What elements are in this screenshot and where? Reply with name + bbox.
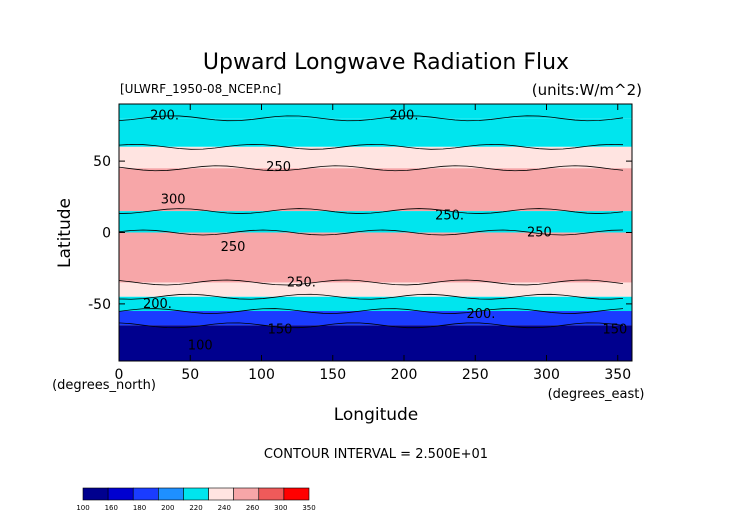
field-band-4 xyxy=(119,211,632,233)
y-unit-label: (degrees_north) xyxy=(52,378,156,393)
contour-label: 200. xyxy=(143,297,172,312)
contour-line xyxy=(119,115,624,122)
colorbar-swatch xyxy=(233,487,260,501)
x-tick-label: 50 xyxy=(181,367,199,383)
contour-label: 150 xyxy=(602,323,627,338)
colorbar-label: 160 xyxy=(105,504,118,512)
colorbar-swatch xyxy=(258,487,285,501)
contour-interval-label: CONTOUR INTERVAL = 2.500E+01 xyxy=(264,447,488,462)
field-band-0 xyxy=(119,104,632,119)
colorbar-swatch xyxy=(183,487,209,501)
colorbar-swatch xyxy=(132,487,159,501)
field-band-7 xyxy=(119,296,632,312)
field-band-2 xyxy=(119,146,632,169)
contour-label: 250 xyxy=(527,226,552,241)
x-tick-label: 100 xyxy=(248,367,275,383)
contour-line xyxy=(119,208,624,214)
contour-label: 200. xyxy=(466,307,495,322)
x-axis-ticks: 0 50 100 150 200 250 300 350 xyxy=(115,104,631,383)
colorbar-label: 220 xyxy=(189,504,202,512)
contour-line xyxy=(119,279,624,286)
colorbar-swatch xyxy=(82,487,109,501)
contour-line xyxy=(119,165,624,172)
contour-label: 250 xyxy=(266,160,291,175)
y-tick-label: 0 xyxy=(102,226,111,242)
colorbar-swatch xyxy=(158,487,184,501)
y-tick-label: 50 xyxy=(93,154,111,170)
contour-label: 250. xyxy=(435,208,464,223)
contour-label: 150 xyxy=(268,323,293,338)
y-tick-label: -50 xyxy=(88,297,111,313)
colorbar-label: 240 xyxy=(218,504,231,512)
colorbar-label: 180 xyxy=(133,504,146,512)
contour-line xyxy=(119,143,624,150)
colorbar-label: 300 xyxy=(274,504,287,512)
contour-line xyxy=(119,293,624,300)
contour-label: 250 xyxy=(221,240,246,255)
colorbar-label: 350 xyxy=(302,504,315,512)
units-label: (units:W/m^2) xyxy=(532,81,642,99)
contour-label: 100 xyxy=(188,338,213,353)
colorbar-swatch xyxy=(208,487,234,501)
x-tick-label: 200 xyxy=(391,367,418,383)
contour-line xyxy=(119,308,624,314)
contour-label: 200. xyxy=(390,108,419,123)
colorbar-label: 260 xyxy=(246,504,259,512)
field-band-6 xyxy=(119,282,632,297)
x-tick-label: 0 xyxy=(115,367,124,383)
contour-labels: 200. 200. 250 300 250. 250 250 250. 200. 200. 150 1… xyxy=(143,108,627,353)
colorbar-swatch xyxy=(283,487,310,501)
field-band-8 xyxy=(119,311,632,326)
field-band-1 xyxy=(119,118,632,147)
colorbar: 100 160 180 200 220 240 260 300 350 xyxy=(76,487,316,512)
x-tick-label: 350 xyxy=(604,367,631,383)
y-axis-label: Latitude xyxy=(55,198,75,268)
contour-line xyxy=(119,229,624,236)
contour-label: 250. xyxy=(287,275,316,290)
x-axis-label: Longitude xyxy=(334,405,419,425)
x-unit-label: (degrees_east) xyxy=(548,387,645,402)
source-label: [ULWRF_1950-08_NCEP.nc] xyxy=(120,82,281,96)
x-tick-label: 150 xyxy=(319,367,346,383)
colorbar-label: 200 xyxy=(161,504,174,512)
chart-title: Upward Longwave Radiation Flux xyxy=(203,50,569,75)
y-axis-ticks: 50 0 -50 xyxy=(88,154,632,313)
x-tick-label: 250 xyxy=(462,367,489,383)
field-band-5 xyxy=(119,232,632,283)
field-band-3 xyxy=(119,168,632,212)
plot-area xyxy=(119,104,632,361)
colorbar-swatch xyxy=(107,487,134,501)
x-tick-label: 300 xyxy=(533,367,560,383)
contour-line xyxy=(119,322,624,329)
contour-label: 200. xyxy=(150,108,179,123)
colorbar-label: 100 xyxy=(76,504,89,512)
contour-label: 300 xyxy=(161,193,186,208)
